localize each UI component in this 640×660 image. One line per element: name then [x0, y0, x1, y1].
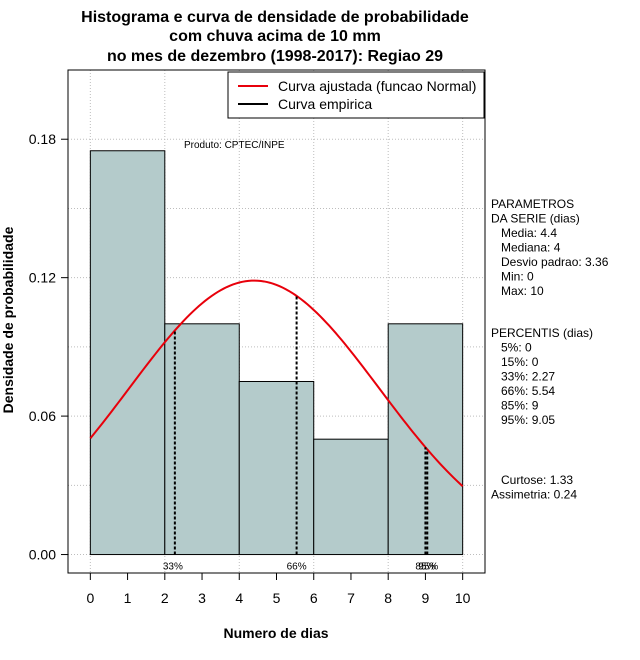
percentile-label-66: 66% [287, 562, 307, 573]
y-tick-label: 0.00 [29, 547, 56, 563]
x-axis: 0 1 2 3 4 5 6 7 8 9 10 [86, 572, 471, 606]
histogram-bar-0 [89, 150, 166, 556]
params-line: Min: 0 [491, 270, 534, 284]
percentis-line: PERCENTIS (dias) [491, 326, 593, 340]
x-axis-label: Numero de dias [223, 625, 328, 641]
stats-line: Assimetria: 0.24 [491, 488, 577, 502]
y-tick-label: 0.06 [29, 408, 56, 424]
legend-label-normal: Curva ajustada (funcao Normal) [278, 78, 476, 94]
percentis-line: 66%: 5.54 [491, 384, 555, 398]
x-tick-label: 6 [310, 590, 318, 606]
x-tick-label: 9 [422, 590, 430, 606]
x-tick-label: 1 [124, 590, 132, 606]
source-note: Produto: CPTEC/INPE [184, 140, 285, 151]
x-tick-label: 4 [235, 590, 243, 606]
percentile-label-85: 85% [415, 562, 435, 573]
legend-box [227, 71, 485, 119]
percentile-label-33: 33% [163, 562, 183, 573]
chart-title-line-3: no mes de dezembro (1998-2017): Regiao 2… [107, 48, 443, 65]
x-tick-label: 5 [273, 590, 281, 606]
params-line: Desvio padrao: 3.36 [491, 255, 609, 269]
y-tick-label: 0.12 [29, 270, 56, 286]
x-tick-label: 3 [198, 590, 206, 606]
histogram-bar-1 [164, 323, 240, 556]
percentile-lines: 33% 66% 85%95% [163, 295, 438, 573]
legend-label-empirical: Curva empirica [278, 96, 372, 112]
histogram-bars [89, 150, 464, 556]
x-tick-label: 8 [384, 590, 392, 606]
percentis-line: 15%: 0 [491, 355, 539, 369]
chart-title-line-1: Histograma e curva de densidade de proba… [81, 9, 469, 26]
x-tick-label: 7 [347, 590, 355, 606]
histogram-bar-3 [313, 438, 389, 556]
params-line: DA SERIE (dias) [491, 212, 580, 226]
params-line: Max: 10 [491, 284, 544, 298]
params-line: Media: 4.4 [491, 226, 557, 240]
chart-title-line-2: com chuva acima de 10 mm [169, 28, 381, 45]
normal-curve-layer [89, 279, 464, 487]
histogram-bar-2 [238, 380, 315, 556]
percentis-line: 95%: 9.05 [491, 413, 555, 427]
y-axis-label: Densidade de probabilidade [0, 226, 16, 413]
histogram-bar-4 [387, 323, 464, 556]
percentis-block: PERCENTIS (dias) 5%: 0 15%: 0 33%: 2.27 … [491, 326, 593, 427]
params-line: Mediana: 4 [491, 241, 561, 255]
percentis-line: 5%: 0 [491, 341, 532, 355]
legend: Curva ajustada (funcao Normal) Curva emp… [227, 71, 485, 119]
percentis-line: 85%: 9 [491, 399, 539, 413]
percentis-line: 33%: 2.27 [491, 370, 555, 384]
stats-line: Curtose: 1.33 [491, 473, 573, 487]
x-tick-label: 0 [86, 590, 94, 606]
x-tick-label: 10 [455, 590, 471, 606]
chart-title: Histograma e curva de densidade de proba… [81, 9, 469, 65]
params-line: PARAMETROS [491, 197, 574, 211]
x-tick-label: 2 [161, 590, 169, 606]
y-tick-label: 0.18 [29, 131, 56, 147]
y-axis: 0.00 0.06 0.12 0.18 [29, 131, 69, 563]
normal-curve [89, 279, 464, 487]
percentile-label-95: 95% [418, 562, 438, 573]
